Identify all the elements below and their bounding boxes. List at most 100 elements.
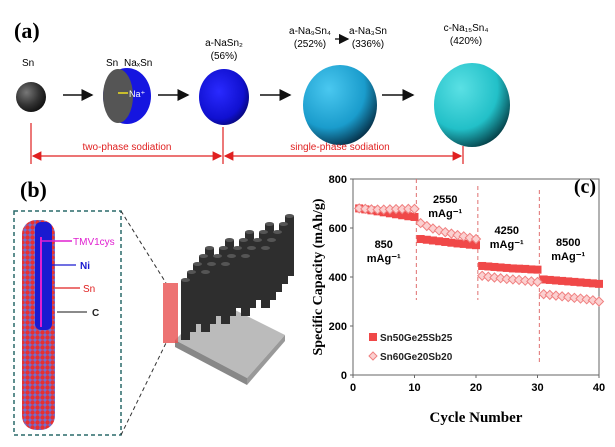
x-tick-label: 0: [350, 382, 356, 394]
panel-b: (b) TMV1cys Ni Sn C: [13, 177, 294, 436]
data-point-square: [435, 237, 444, 246]
sn-core: [103, 69, 133, 123]
zoom-box: [13, 210, 122, 436]
data-marks: [353, 203, 605, 307]
zoom-line-top: [120, 210, 167, 284]
na15sn4-particle: [434, 63, 510, 147]
pillar-top: [285, 214, 294, 218]
c-label: C: [92, 308, 99, 319]
data-point-square: [422, 235, 431, 244]
data-point-square: [490, 262, 499, 271]
two-phase-label: two-phase sodiation: [83, 142, 172, 153]
ni-layer: [35, 222, 52, 330]
pillar-top: [207, 262, 216, 266]
sn-b-label: Sn: [83, 284, 95, 295]
x-tick-label: 10: [408, 382, 420, 394]
nasn2-label: a-NaSn₂: [205, 38, 243, 49]
pillar-top: [239, 238, 248, 242]
data-point-square: [484, 262, 493, 271]
sodiation-brackets: [30, 123, 464, 164]
pillar-top: [205, 246, 214, 250]
sn-particle: [16, 82, 46, 112]
highlighted-pillar: [163, 283, 178, 343]
pillar-top: [273, 230, 282, 234]
pillar-top: [267, 238, 276, 242]
rate-labels: 850 mAg⁻¹ 2550 mAg⁻¹ 4250 mAg⁻¹ 8500 mAg⁻¹: [367, 194, 586, 265]
pillar-array: [163, 214, 294, 385]
rate-value: 850: [375, 239, 393, 251]
data-point-square: [472, 241, 480, 250]
data-point-diamond: [513, 274, 525, 286]
x-tick-label: 30: [531, 382, 543, 394]
pillar: [193, 264, 202, 324]
pillar-top: [279, 222, 288, 226]
data-point-square: [582, 278, 591, 287]
legend-label-1: Sn50Ge25Sb25: [380, 333, 453, 344]
na9sn4-particle: [303, 65, 377, 145]
data-point-square: [441, 237, 450, 246]
substrate-side-right: [247, 335, 285, 385]
x-tick-label: 20: [470, 382, 482, 394]
pillar: [241, 256, 250, 316]
pillar-top: [201, 270, 210, 274]
pillar: [221, 264, 230, 324]
data-point-square: [564, 277, 573, 286]
pillar-top: [265, 222, 274, 226]
data-point-diamond: [556, 291, 568, 302]
y-axis-label: Specific Capacity (mAh/g): [311, 198, 326, 355]
data-point-square: [521, 264, 530, 273]
single-phase-label: single-phase sodiation: [290, 142, 390, 153]
data-point-diamond: [483, 271, 494, 282]
pillar: [227, 256, 236, 316]
pillar-top: [261, 246, 270, 250]
data-point-square: [527, 265, 536, 274]
data-point-square: [588, 279, 597, 288]
na3sn-pct: (336%): [352, 39, 384, 50]
pillar: [207, 264, 216, 324]
y-tick-label: 400: [329, 272, 347, 284]
pillar-top: [193, 262, 202, 266]
na-ion-label: Na⁺: [129, 89, 146, 99]
data-point-diamond: [544, 289, 556, 301]
data-point-diamond: [519, 275, 531, 286]
pillar-top: [221, 262, 230, 266]
data-point-square: [453, 239, 462, 248]
na15sn4-label: c-Na₁₅Sn₄: [444, 23, 489, 34]
na9sn4-label: a-Na₉Sn₄: [289, 26, 331, 37]
naxsn-label: NaₓSn: [124, 58, 152, 69]
data-point-diamond: [470, 233, 482, 245]
na9sn4-pct: (252%): [294, 39, 326, 50]
pillar-top: [219, 246, 228, 250]
data-point-diamond: [569, 292, 580, 304]
pillar: [187, 272, 196, 332]
legend: Sn50Ge25Sb25 Sn60Ge20Sb20: [368, 333, 453, 363]
data-point-square: [398, 211, 407, 220]
rate-unit: mAg⁻¹: [490, 239, 524, 251]
pillar: [213, 256, 222, 316]
pillar-top: [233, 246, 242, 250]
pillar-top: [247, 246, 256, 250]
nasn2-pct: (56%): [211, 51, 238, 62]
tmv-label: TMV1cys: [73, 237, 115, 248]
data-point-square: [459, 239, 468, 248]
data-point-diamond: [563, 291, 574, 303]
pillar-top: [259, 230, 268, 234]
data-point-diamond: [538, 288, 549, 300]
data-point-diamond: [575, 293, 586, 304]
pillar: [279, 224, 288, 284]
data-point-square: [551, 276, 560, 285]
data-point-square: [570, 277, 579, 286]
data-point-square: [410, 212, 419, 221]
data-point-diamond: [495, 273, 506, 284]
data-point-square: [428, 236, 437, 245]
pillar-top: [253, 238, 262, 242]
pillar: [285, 216, 294, 276]
data-point-square: [515, 264, 524, 273]
data-point-square: [447, 238, 456, 247]
ni-label: Ni: [80, 261, 90, 272]
pillar: [233, 248, 242, 308]
data-point-square: [545, 275, 554, 284]
